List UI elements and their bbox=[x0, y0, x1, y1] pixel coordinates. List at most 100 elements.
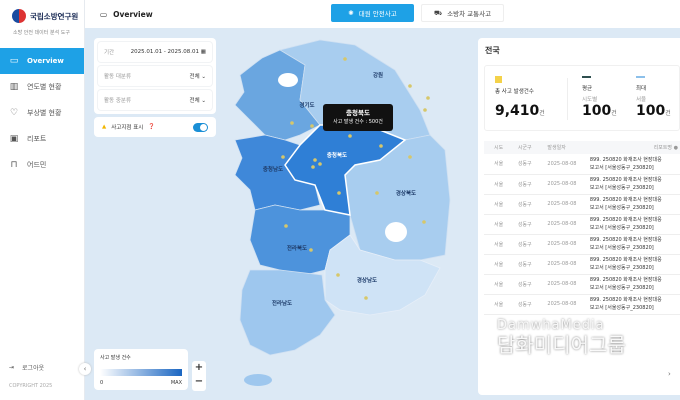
accident-point[interactable] bbox=[337, 191, 341, 195]
sidebar-item-label: 리포트 bbox=[27, 135, 47, 143]
table-row[interactable]: 서울 성동구 2025-08-08 899. 250820 화재조사 현장대응 보고서 … bbox=[484, 174, 680, 195]
sidebar-item-injury[interactable]: ♡ 부상별 현황 bbox=[0, 100, 84, 126]
tab-fire-truck-accident[interactable]: ⛟ 소방차 교통사고 bbox=[421, 4, 504, 22]
accident-point[interactable] bbox=[343, 57, 347, 61]
pagination-next-button[interactable]: › bbox=[668, 370, 671, 378]
period-picker[interactable]: 기간 2025.01.01 - 2025.08.01 ▦ bbox=[98, 42, 212, 62]
column-header[interactable]: 리포트명 ● bbox=[585, 141, 680, 154]
tab-staff-safety[interactable]: ✺ 대원 안전사고 bbox=[331, 4, 414, 22]
category1-select[interactable]: 활동 대분류 전체 ⌄ bbox=[98, 66, 212, 86]
stats-card: 총 사고 발생건수 9,410건 평균 시도별 100건 최대 서울 100건 bbox=[484, 65, 680, 131]
sidebar-item-report[interactable]: ▣ 리포트 bbox=[0, 126, 84, 152]
help-icon[interactable]: ❓ bbox=[148, 124, 156, 130]
cell-report[interactable]: 899. 250820 화재조사 현장대응 보고서 [서울성동구_230820] bbox=[585, 154, 680, 175]
info-icon: ● bbox=[673, 145, 678, 151]
column-header[interactable]: 시도 bbox=[484, 141, 508, 154]
report-table: 시도 시군구 발생일자 리포트명 ● 서울 성동구 2025-08-08 899. 2… bbox=[484, 141, 680, 315]
accident-point[interactable] bbox=[284, 224, 288, 228]
column-header[interactable]: 시군구 bbox=[507, 141, 538, 154]
accident-point[interactable] bbox=[422, 220, 426, 224]
map-legend: 사고 발생 건수 0 MAX bbox=[94, 349, 188, 390]
sidebar-item-admin[interactable]: ⊓ 어드민 bbox=[0, 152, 84, 178]
region-gyeongnam[interactable] bbox=[324, 234, 441, 316]
copyright: COPYRIGHT 2025 bbox=[9, 383, 53, 389]
accident-point[interactable] bbox=[311, 165, 315, 169]
table-row[interactable]: 서울 성동구 2025-08-08 899. 250820 화재조사 현장대응 보고서 … bbox=[484, 154, 680, 175]
chevron-down-icon: ⌄ bbox=[201, 98, 206, 104]
accident-point[interactable] bbox=[336, 273, 340, 277]
watermark-text: DamwhaMedia bbox=[497, 318, 605, 333]
cell-sido: 서울 bbox=[484, 294, 508, 315]
stat-unit: 건 bbox=[665, 110, 671, 117]
logout-button[interactable]: ⇥ 로그아웃 bbox=[9, 363, 44, 372]
table-row[interactable]: 서울 성동구 2025-08-08 899. 250820 화재조사 현장대응 보고서 … bbox=[484, 294, 680, 315]
collapse-sidebar-button[interactable]: ‹ bbox=[79, 363, 91, 375]
category2-select[interactable]: 활동 중분류 전체 ⌄ bbox=[98, 90, 212, 110]
region-chungbuk[interactable] bbox=[284, 124, 407, 216]
region-chungnam[interactable] bbox=[234, 134, 321, 211]
cell-report[interactable]: 899. 250820 화재조사 현장대응 보고서 [서울성동구_230820] bbox=[585, 214, 680, 235]
stat-label: 최대 bbox=[636, 86, 647, 92]
logout-icon: ⇥ bbox=[9, 364, 15, 371]
cell-sido: 서울 bbox=[484, 254, 508, 275]
accident-points bbox=[281, 57, 430, 300]
region-jeonnam[interactable] bbox=[239, 269, 336, 356]
cell-report[interactable]: 899. 250820 화재조사 현장대응 보고서 [서울성동구_230820] bbox=[585, 254, 680, 275]
accident-point[interactable] bbox=[318, 162, 322, 166]
logo[interactable]: 국립소방연구원 bbox=[0, 0, 84, 23]
report-line: 899. 250820 화재조사 현장대응 bbox=[589, 177, 662, 183]
accident-point[interactable] bbox=[310, 124, 314, 128]
cell-report[interactable]: 899. 250820 화재조사 현장대응 보고서 [서울성동구_230820] bbox=[585, 194, 680, 215]
accident-point-toggle[interactable] bbox=[193, 122, 208, 132]
cell-date: 2025-08-08 bbox=[537, 154, 586, 175]
brand-name: 국립소방연구원 bbox=[30, 11, 79, 21]
sidebar-item-yearly[interactable]: ▥ 연도별 현황 bbox=[0, 74, 84, 100]
accident-point[interactable] bbox=[348, 134, 352, 138]
category1-value: 전체 bbox=[189, 74, 200, 80]
zoom-in-button[interactable]: + bbox=[194, 362, 204, 373]
zoom-out-button[interactable]: − bbox=[194, 376, 204, 387]
cell-report[interactable]: 899. 250820 화재조사 현장대응 보고서 [서울성동구_230820] bbox=[585, 234, 680, 255]
summary-panel: 전국 총 사고 발생건수 9,410건 평균 시도별 100건 최대 서울 100건 시도… bbox=[478, 38, 680, 395]
table-row[interactable]: 서울 성동구 2025-08-08 899. 250820 화재조사 현장대응 보고서 … bbox=[484, 214, 680, 235]
accident-point[interactable] bbox=[313, 158, 317, 162]
sidebar-item-overview[interactable]: ▭ Overview bbox=[0, 48, 84, 74]
accident-point[interactable] bbox=[309, 248, 313, 252]
stat-label: 평균 bbox=[582, 86, 593, 92]
accident-point[interactable] bbox=[290, 121, 294, 125]
cell-date: 2025-08-08 bbox=[537, 174, 586, 195]
category2-value: 전체 bbox=[189, 98, 200, 104]
accident-point[interactable] bbox=[375, 191, 379, 195]
cell-report[interactable]: 899. 250820 화재조사 현장대응 보고서 [서울성동구_230820] bbox=[585, 294, 680, 315]
report-line: 899. 250820 화재조사 현장대응 bbox=[589, 257, 662, 263]
filter-panel: 기간 2025.01.01 - 2025.08.01 ▦ 활동 대분류 전체 ⌄ 활… bbox=[94, 38, 216, 114]
accident-point[interactable] bbox=[408, 84, 412, 88]
toggle-label: 사고지점 표시 bbox=[111, 125, 144, 131]
table-row[interactable]: 서울 성동구 2025-08-08 899. 250820 화재조사 현장대응 보고서 … bbox=[484, 254, 680, 275]
report-line: 보고서 [서울성동구_230820] bbox=[589, 185, 654, 191]
lock-icon: ⊓ bbox=[10, 160, 18, 170]
accident-point[interactable] bbox=[379, 144, 383, 148]
table-row[interactable]: 서울 성동구 2025-08-08 899. 250820 화재조사 현장대응 보고서 … bbox=[484, 194, 680, 215]
accident-point[interactable] bbox=[423, 108, 427, 112]
region-label: 전라남도 bbox=[272, 299, 292, 307]
region-label: 충청남도 bbox=[263, 165, 283, 173]
panel-title: 전국 bbox=[485, 46, 500, 55]
accident-point[interactable] bbox=[408, 155, 412, 159]
accident-point[interactable] bbox=[364, 296, 368, 300]
accident-point[interactable] bbox=[426, 96, 430, 100]
report-line: 보고서 [서울성동구_230820] bbox=[589, 164, 654, 171]
cell-report[interactable]: 899. 250820 화재조사 현장대응 보고서 [서울성동구_230820] bbox=[585, 274, 680, 295]
stat-value: 100 bbox=[636, 103, 666, 119]
stat-total: 총 사고 발생건수 9,410건 bbox=[495, 76, 545, 119]
table-row[interactable]: 서울 성동구 2025-08-08 899. 250820 화재조사 현장대응 보고서 … bbox=[484, 234, 680, 255]
region-label: 경상남도 bbox=[357, 276, 377, 284]
column-header[interactable]: 발생일자 bbox=[537, 141, 586, 154]
stat-max: 최대 서울 100건 bbox=[636, 76, 671, 119]
report-line: 보고서 [서울성동구_230820] bbox=[589, 225, 654, 231]
accident-point[interactable] bbox=[281, 155, 285, 159]
cell-sido: 서울 bbox=[484, 274, 508, 295]
jeju-island[interactable] bbox=[244, 374, 272, 386]
table-row[interactable]: 서울 성동구 2025-08-08 899. 250820 화재조사 현장대응 보고서 … bbox=[484, 274, 680, 295]
